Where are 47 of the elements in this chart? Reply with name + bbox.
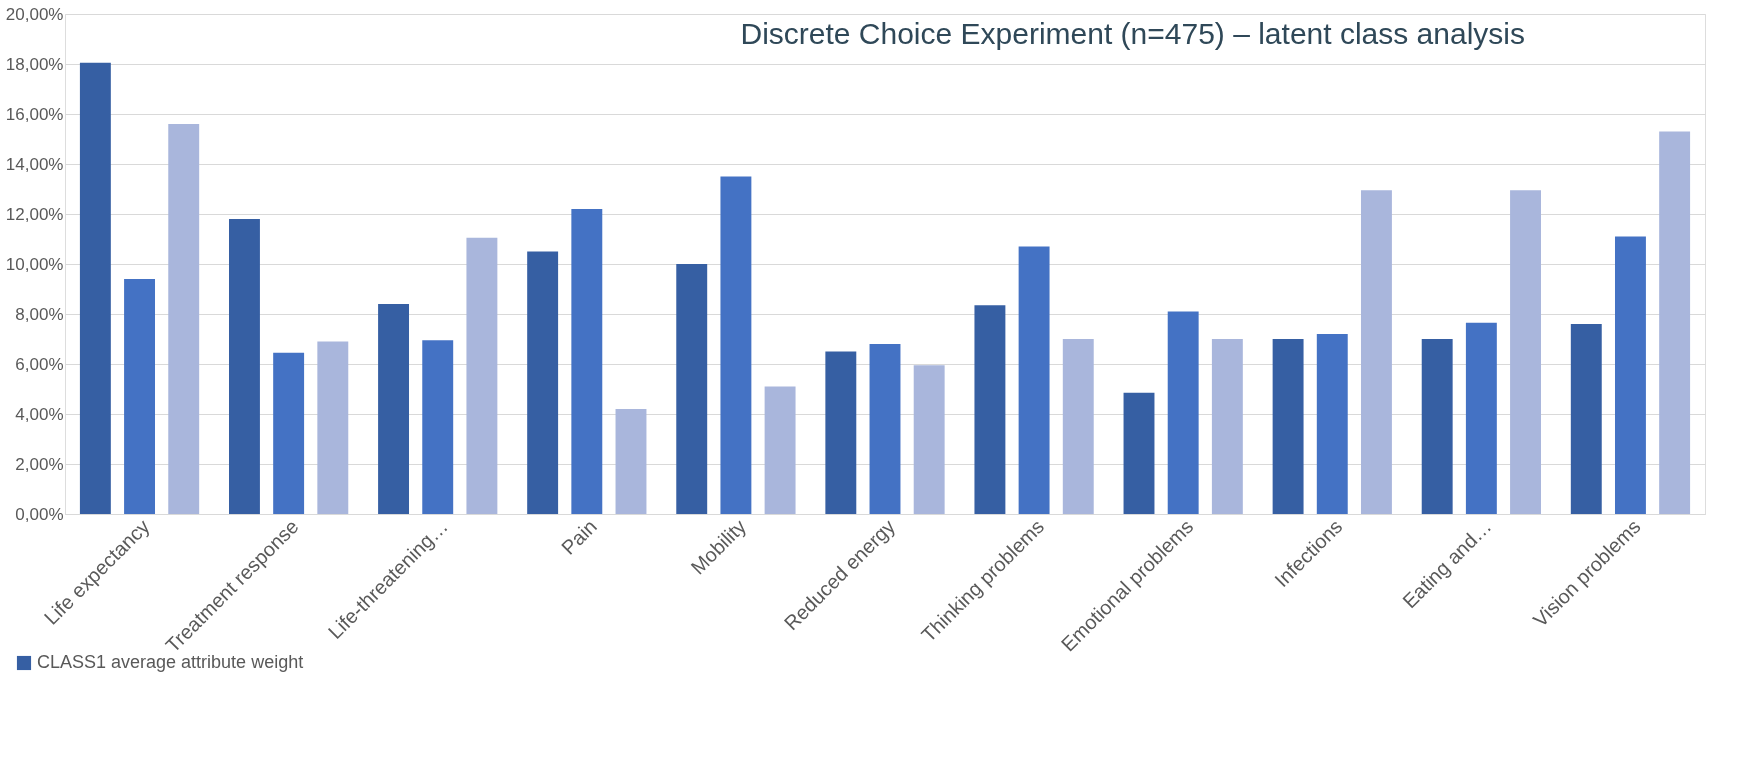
bar [1465, 322, 1497, 514]
bar [571, 209, 603, 514]
bar [229, 219, 260, 514]
y-tick-label: 20,00% [5, 4, 64, 24]
bar [79, 62, 111, 514]
bar [1211, 339, 1243, 514]
y-tick-label: 12,00% [5, 204, 64, 224]
y-tick-label: 0,00% [15, 504, 64, 524]
bar [422, 340, 454, 514]
bar [168, 124, 200, 514]
bar [1316, 334, 1348, 514]
bar [869, 344, 901, 514]
y-tick-label: 6,00% [15, 354, 64, 374]
y-tick-label: 2,00% [15, 454, 64, 474]
bar [974, 305, 1006, 514]
bar [124, 279, 156, 514]
bar [1123, 392, 1155, 514]
bar [1421, 339, 1453, 514]
bar [273, 352, 305, 514]
bar [1360, 190, 1392, 514]
bar [317, 341, 349, 514]
bar [378, 304, 410, 514]
x-tick-label: Pain [557, 515, 601, 559]
y-tick-label: 4,00% [15, 404, 64, 424]
bar [1062, 339, 1094, 514]
y-tick-label: 8,00% [15, 304, 64, 324]
bar [1018, 246, 1050, 514]
bar [466, 237, 498, 514]
bar [913, 365, 945, 514]
bar [527, 251, 559, 514]
bar [615, 409, 647, 514]
bar [825, 351, 857, 514]
y-tick-label: 10,00% [5, 254, 64, 274]
bar [1659, 131, 1691, 514]
y-tick-label: 16,00% [5, 104, 64, 124]
bar [764, 386, 796, 514]
y-tick-label: 18,00% [5, 54, 64, 74]
chart-title: Discrete Choice Experiment (n=475) – latent class analysis [740, 17, 1525, 50]
bar [1570, 324, 1602, 514]
legend-label: CLASS1 average attribute weight [37, 652, 304, 672]
bar [720, 176, 752, 514]
bar [1614, 236, 1646, 514]
bar [676, 264, 708, 514]
y-tick-label: 14,00% [5, 154, 64, 174]
bar [1272, 339, 1304, 514]
bar [1510, 190, 1541, 514]
bar [1167, 311, 1199, 514]
